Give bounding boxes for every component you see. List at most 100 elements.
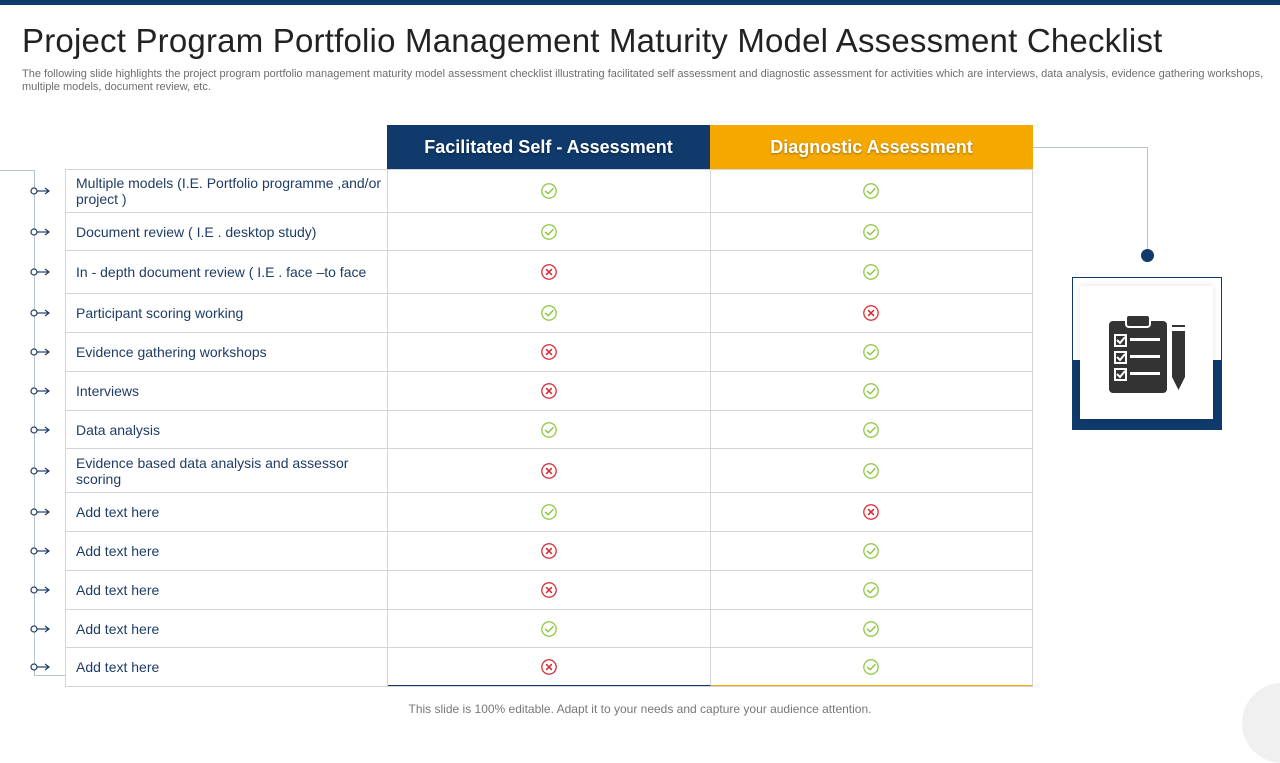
table-row: Evidence based data analysis and assesso…	[30, 449, 1033, 493]
self-assessment-cell	[388, 294, 711, 332]
check-icon	[863, 223, 880, 240]
check-icon	[863, 582, 880, 598]
header-diagnostic-assessment: Diagnostic Assessment	[710, 125, 1033, 169]
arrow-connector-icon	[30, 586, 50, 594]
row-label: Add text here	[65, 571, 389, 609]
cross-icon	[541, 658, 557, 675]
arrow-connector-icon	[30, 624, 50, 633]
table-row: Add text here	[30, 493, 1033, 532]
page-title: Project Program Portfolio Management Mat…	[22, 22, 1163, 59]
diagnostic-assessment-cell	[710, 648, 1033, 686]
cross-icon	[541, 543, 557, 559]
self-assessment-cell	[388, 648, 711, 686]
check-icon	[863, 543, 880, 559]
row-label: Document review ( I.E . desktop study)	[65, 213, 389, 250]
row-label: Evidence gathering workshops	[65, 333, 389, 371]
check-icon	[863, 183, 880, 199]
check-icon	[863, 620, 880, 637]
bracket-line-bottom	[34, 675, 66, 676]
table-body: Multiple models (I.E. Portfolio programm…	[30, 169, 1033, 687]
table-header-row: Facilitated Self - Assessment Diagnostic…	[65, 125, 1033, 169]
table-row: Add text here	[30, 610, 1033, 648]
diagnostic-assessment-cell	[711, 333, 1033, 371]
diagnostic-assessment-cell	[711, 571, 1033, 609]
checklist-table: Facilitated Self - Assessment Diagnostic…	[30, 125, 1033, 687]
check-icon	[541, 305, 557, 321]
cross-icon	[863, 504, 880, 520]
bracket-line-vertical	[34, 170, 35, 675]
table-row: Multiple models (I.E. Portfolio programm…	[30, 170, 1033, 213]
check-icon	[863, 462, 880, 479]
cross-icon	[863, 305, 880, 321]
footer-note: This slide is 100% editable. Adapt it to…	[408, 702, 872, 716]
cross-icon	[541, 344, 557, 360]
row-label: Add text here	[65, 648, 389, 686]
self-assessment-cell	[388, 493, 711, 531]
cross-icon	[541, 383, 557, 399]
arrow-connector-icon	[30, 227, 50, 236]
table-row: Data analysis	[30, 411, 1033, 449]
diagnostic-assessment-cell	[711, 372, 1033, 410]
check-icon	[541, 223, 557, 240]
arrow-connector-icon	[30, 268, 50, 276]
diagnostic-assessment-cell	[711, 170, 1033, 212]
diagnostic-assessment-cell	[711, 610, 1033, 647]
bracket-line-top	[0, 170, 35, 171]
check-icon	[863, 344, 880, 360]
connector-line-horizontal	[1033, 147, 1148, 148]
check-icon	[541, 421, 557, 438]
arrow-connector-icon	[30, 348, 50, 356]
diagnostic-assessment-cell	[711, 411, 1033, 448]
diagnostic-assessment-cell	[711, 213, 1033, 250]
corner-decoration	[1242, 683, 1280, 763]
arrow-connector-icon	[30, 508, 50, 516]
self-assessment-cell	[388, 532, 711, 570]
table-row: Add text here	[30, 648, 1033, 687]
top-accent-bar	[0, 0, 1280, 5]
check-icon	[541, 620, 557, 637]
connector-dot	[1141, 249, 1154, 262]
cross-icon	[541, 582, 557, 598]
self-assessment-cell	[388, 610, 711, 647]
row-label: Add text here	[65, 610, 389, 647]
table-row: Add text here	[30, 532, 1033, 571]
diagnostic-assessment-cell	[711, 251, 1033, 293]
arrow-connector-icon	[30, 425, 50, 434]
self-assessment-cell	[388, 411, 711, 448]
self-assessment-cell	[388, 170, 711, 212]
diagnostic-assessment-cell	[711, 294, 1033, 332]
self-assessment-cell	[388, 251, 711, 293]
check-icon	[863, 264, 880, 280]
table-row: Interviews	[30, 372, 1033, 411]
row-label: In - depth document review ( I.E . face …	[65, 251, 389, 293]
arrow-connector-icon	[30, 466, 50, 475]
arrow-connector-icon	[30, 663, 50, 671]
check-icon	[863, 658, 880, 675]
row-label: Interviews	[65, 372, 389, 410]
arrow-connector-icon	[30, 187, 50, 195]
table-row: In - depth document review ( I.E . face …	[30, 251, 1033, 294]
header-facilitated-self-assessment: Facilitated Self - Assessment	[387, 125, 710, 169]
cross-icon	[541, 264, 557, 280]
check-icon	[541, 183, 557, 199]
arrow-connector-icon	[30, 309, 50, 317]
self-assessment-cell	[388, 213, 711, 250]
diagnostic-assessment-cell	[711, 449, 1033, 492]
table-row: Document review ( I.E . desktop study)	[30, 213, 1033, 251]
clipboard-checklist-pencil-icon	[1109, 314, 1185, 393]
self-assessment-cell	[388, 571, 711, 609]
row-label: Add text here	[65, 532, 389, 570]
row-label: Data analysis	[65, 411, 389, 448]
arrow-connector-icon	[30, 387, 50, 395]
table-row: Add text here	[30, 571, 1033, 610]
row-label: Multiple models (I.E. Portfolio programm…	[65, 170, 389, 212]
check-icon	[863, 383, 880, 399]
check-icon	[863, 421, 880, 438]
diagnostic-assessment-cell	[711, 532, 1033, 570]
row-label: Add text here	[65, 493, 389, 531]
table-row: Participant scoring working	[30, 294, 1033, 333]
row-label: Evidence based data analysis and assesso…	[65, 449, 389, 492]
self-assessment-cell	[388, 333, 711, 371]
row-label: Participant scoring working	[65, 294, 389, 332]
connector-line-vertical	[1147, 147, 1148, 255]
